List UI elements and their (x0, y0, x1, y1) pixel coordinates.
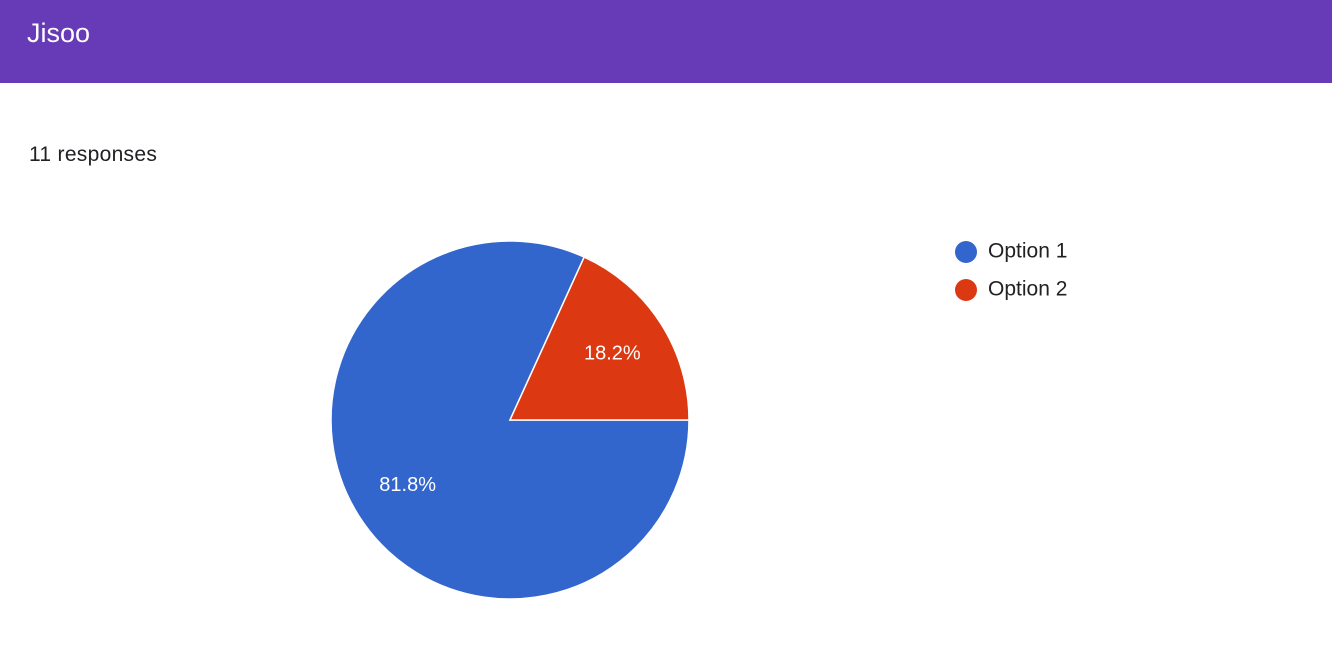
slice-label: 81.8% (379, 474, 436, 496)
legend-swatch (955, 279, 977, 301)
header-bar: Jisoo (0, 0, 1332, 83)
legend-label: Option 2 (988, 278, 1067, 301)
form-title: Jisoo (27, 18, 91, 48)
pie-slice (508, 256, 690, 421)
legend-label: Option 1 (988, 240, 1067, 263)
pie-slice (330, 240, 690, 600)
response-count: 11 responses (29, 143, 158, 166)
slice-label: 18.2% (584, 342, 641, 364)
legend-swatch (955, 241, 977, 263)
